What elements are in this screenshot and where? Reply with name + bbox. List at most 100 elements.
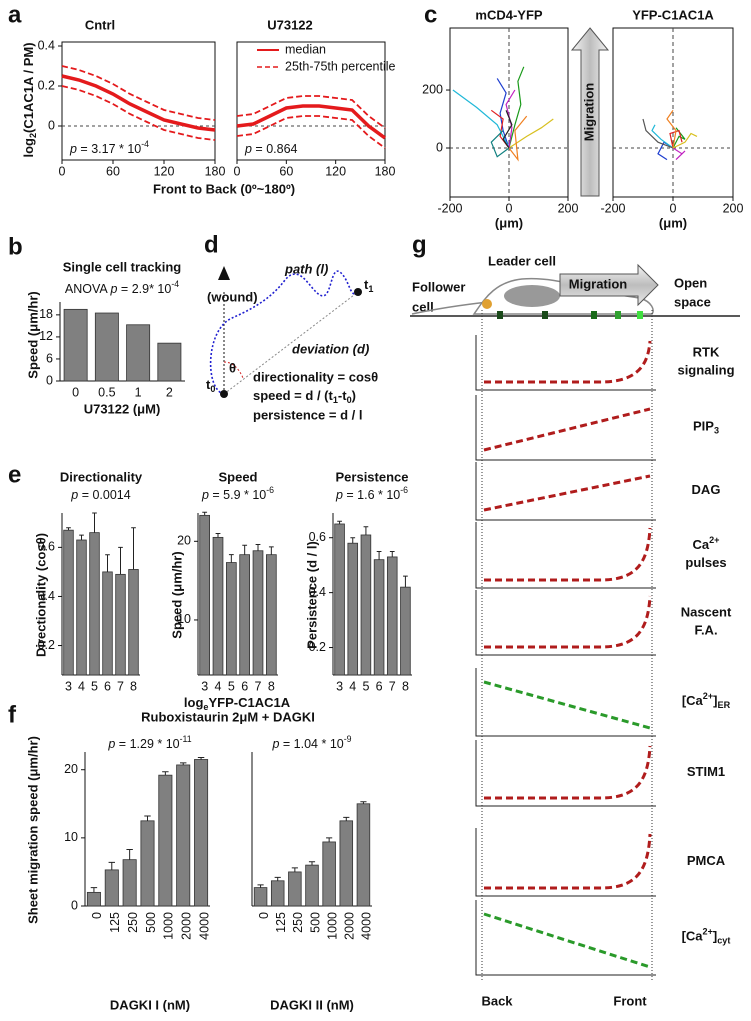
t0-point xyxy=(220,390,228,398)
track xyxy=(669,129,683,149)
plot-frame xyxy=(61,41,216,161)
bar xyxy=(140,820,155,907)
profile-curve xyxy=(484,833,652,890)
x-tick-label: 125 xyxy=(108,912,122,933)
error-bar xyxy=(126,848,133,860)
x-tick-label: 1 xyxy=(135,385,142,399)
error-bar xyxy=(92,512,97,533)
profile-curve xyxy=(483,912,651,969)
row-label: DAG xyxy=(692,482,721,497)
bar xyxy=(373,559,385,676)
annotation: p = 5.9 * 10-6 xyxy=(201,485,274,502)
profile-axes xyxy=(475,828,656,897)
profile-axes xyxy=(475,590,656,656)
error-bar xyxy=(360,801,367,804)
text-part: = 1.29 * 10 xyxy=(115,737,179,751)
error-bar xyxy=(257,884,264,888)
row-label: [Ca2+]cyt xyxy=(682,927,731,946)
error-bar xyxy=(363,526,369,535)
track xyxy=(508,115,528,162)
bar xyxy=(339,820,354,907)
bar xyxy=(225,562,237,676)
track xyxy=(490,130,510,158)
legend-label: 25th-75th percentile xyxy=(285,59,396,73)
text-part: Ca xyxy=(693,537,710,552)
text-part: = 0.0014 xyxy=(78,488,131,502)
chart-title: Persistence xyxy=(336,469,409,484)
y-tick-label: 0.6 xyxy=(309,530,326,544)
error-bar xyxy=(350,537,356,544)
y-tick-label: 0.6 xyxy=(38,540,55,554)
series-line xyxy=(236,104,387,140)
bar xyxy=(334,523,345,676)
x-tick-label: 8 xyxy=(268,679,275,693)
adhesion xyxy=(637,311,643,319)
bar xyxy=(400,586,411,676)
chart-title: Single cell tracking xyxy=(63,259,182,274)
migration-arrow xyxy=(570,27,610,197)
error-bar xyxy=(66,527,71,531)
y-tick-label: 6 xyxy=(46,351,53,365)
migration-arrow xyxy=(559,263,659,307)
cell-path xyxy=(209,270,359,395)
profile-curve xyxy=(484,527,652,582)
text-part: p xyxy=(70,488,78,502)
x-axis-label: (μm) xyxy=(495,215,523,230)
error-bar xyxy=(228,554,234,563)
x-tick-label: 3 xyxy=(65,679,72,693)
error-bar xyxy=(255,543,261,551)
error-bar xyxy=(197,756,205,760)
text-part: [Ca xyxy=(682,693,704,708)
text-part: RTK xyxy=(693,345,720,360)
chart-title: Speed xyxy=(218,469,257,484)
deviation-label: deviation (d) xyxy=(292,341,369,356)
x-axis-label: DAGKI II (nM) xyxy=(270,997,354,1012)
row-label: [Ca2+]ER xyxy=(682,691,731,710)
x-tick-label: 120 xyxy=(154,164,175,178)
text-part: = 0.864 xyxy=(252,142,298,156)
open-space-label: Open xyxy=(674,275,707,290)
x-tick-label: 0 xyxy=(90,912,104,919)
bar xyxy=(176,764,191,907)
panel-label: b xyxy=(8,233,23,260)
y-axis-label: Persistence (d / l) xyxy=(304,541,319,649)
profile-axes xyxy=(475,900,656,976)
bar xyxy=(122,859,137,907)
text-part: = 1.04 * 10 xyxy=(279,737,343,751)
error-bar xyxy=(108,861,115,870)
bar xyxy=(157,342,182,382)
profile-axes xyxy=(475,522,656,589)
bar xyxy=(158,774,173,907)
text-part: 1 xyxy=(333,395,338,405)
bar xyxy=(102,571,113,676)
track xyxy=(672,132,698,149)
bar xyxy=(239,554,251,676)
chart-title: mCD4-YFP xyxy=(475,7,543,22)
panel-title: Ruboxistaurin 2μM + DAGKI xyxy=(141,709,315,724)
annotation: p = 0.0014 xyxy=(70,488,130,502)
x-tick-label: 200 xyxy=(558,201,579,215)
error-bar xyxy=(144,815,151,821)
bar xyxy=(128,569,139,676)
y-tick-label: 10 xyxy=(177,612,191,626)
text-part: 2+ xyxy=(703,691,713,701)
x-tick-label: 180 xyxy=(375,164,396,178)
text-part: e xyxy=(203,702,208,712)
error-bar xyxy=(337,520,342,524)
t0-label: t0 xyxy=(206,377,215,394)
track xyxy=(651,124,674,149)
bar xyxy=(265,554,277,676)
path-label: path (l) xyxy=(284,261,328,276)
text-part: p xyxy=(110,282,118,296)
annotation: p = 3.17 * 10-4 xyxy=(69,139,149,156)
error-bar xyxy=(389,550,395,557)
y-tick-label: 200 xyxy=(422,82,443,96)
y-tick-label: 0 xyxy=(48,118,55,132)
error-bar xyxy=(274,876,281,881)
text-part: ANOVA xyxy=(65,282,111,296)
error-bar xyxy=(79,534,84,540)
text-part: -6 xyxy=(266,485,274,495)
text-part: STIM1 xyxy=(687,764,725,779)
y-tick-label: 0.4 xyxy=(309,585,326,599)
